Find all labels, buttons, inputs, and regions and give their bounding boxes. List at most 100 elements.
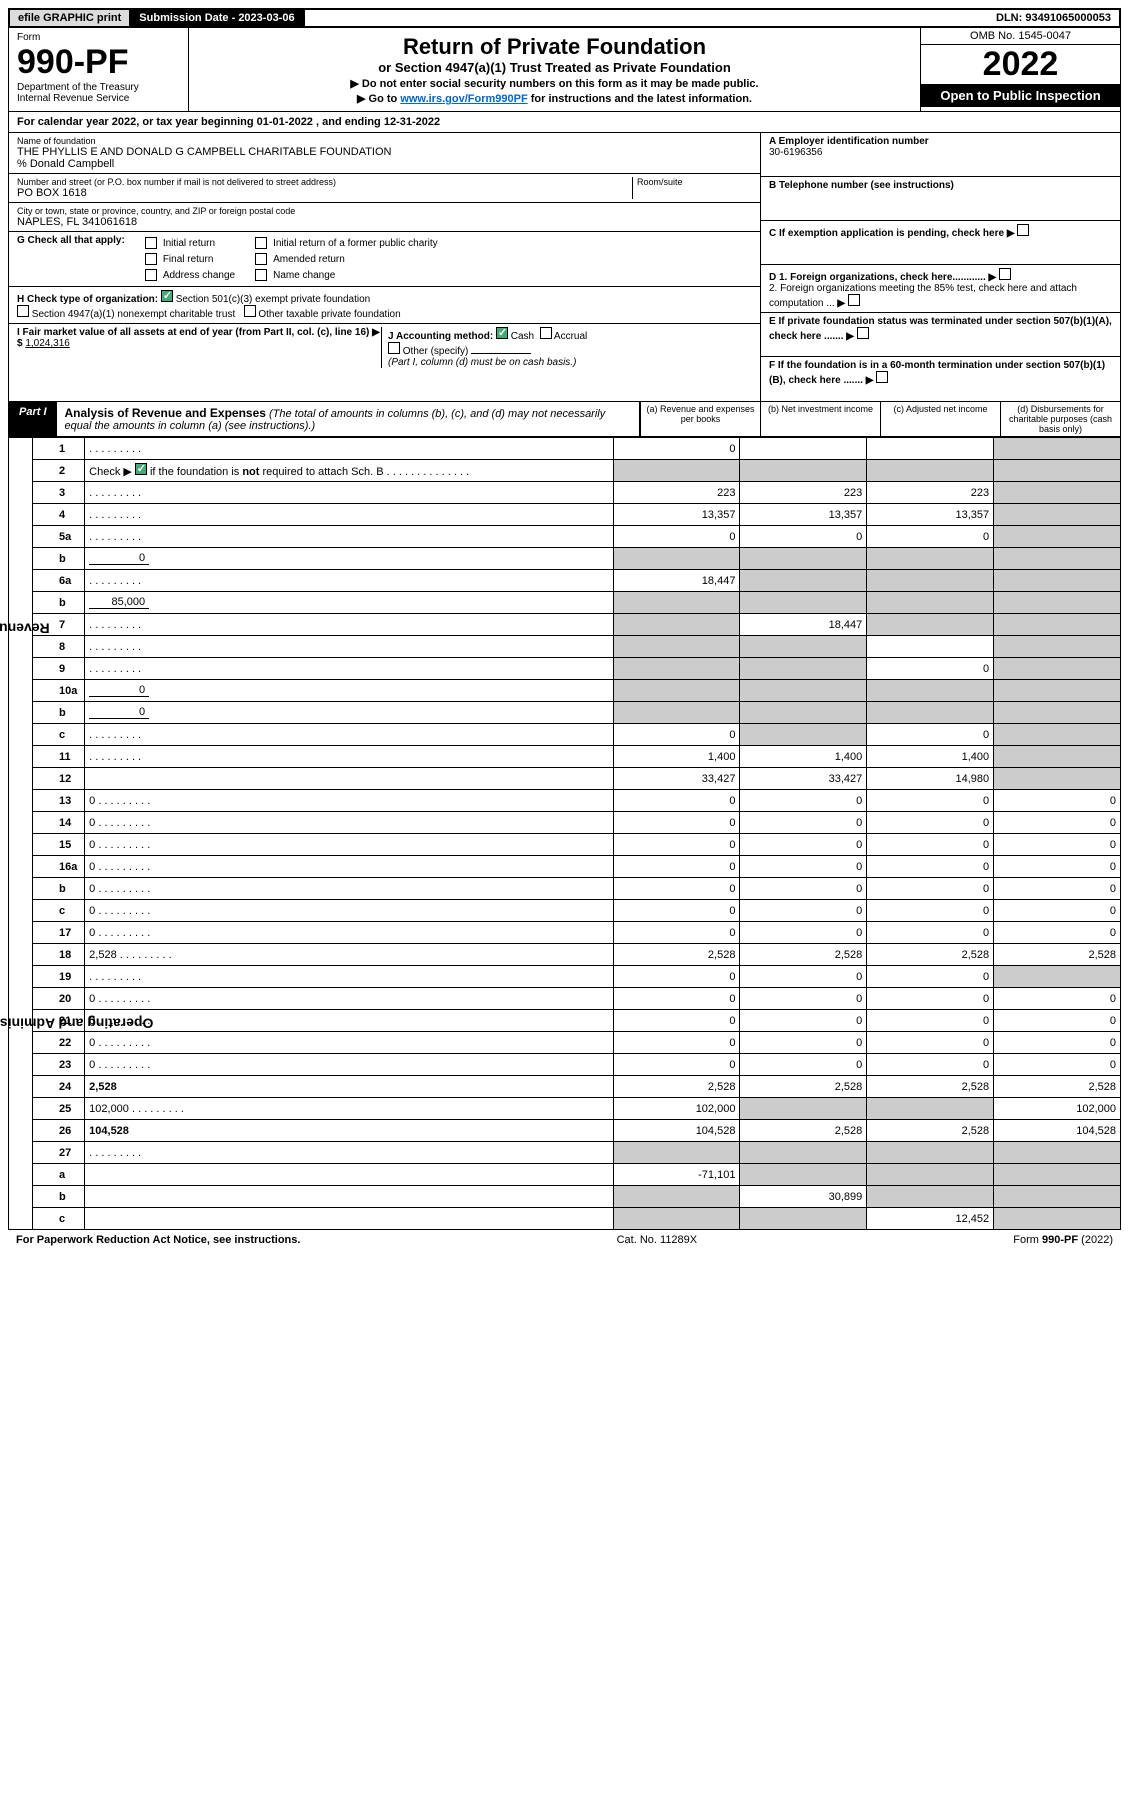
ein-value: 30-6196356 [769, 147, 1112, 158]
table-row: 27 . . . . . . . . . [33, 1142, 1121, 1164]
table-row: 10a 0 [33, 680, 1121, 702]
fmv-value: 1,024,316 [25, 338, 70, 349]
table-row: 16a0 . . . . . . . . .0000 [33, 856, 1121, 878]
addr: PO BOX 1618 [17, 187, 632, 199]
checkbox-other-taxable[interactable] [244, 305, 256, 317]
form-word: Form [17, 32, 180, 43]
irs-label: Internal Revenue Service [17, 93, 180, 104]
col-d: (d) Disbursements for charitable purpose… [1000, 402, 1120, 436]
table-row: 242,5282,5282,5282,5282,528 [33, 1076, 1121, 1098]
footer-left: For Paperwork Reduction Act Notice, see … [16, 1234, 300, 1246]
table-row: c0 . . . . . . . . .0000 [33, 900, 1121, 922]
table-row: b0 . . . . . . . . .0000 [33, 878, 1121, 900]
footer-right: Form 990-PF (2022) [1013, 1234, 1113, 1246]
table-row: 2Check ▶ if the foundation is not requir… [33, 460, 1121, 482]
city-label: City or town, state or province, country… [17, 206, 752, 216]
table-row: 140 . . . . . . . . .0000 [33, 812, 1121, 834]
calendar-year-row: For calendar year 2022, or tax year begi… [8, 112, 1121, 133]
omb-number: OMB No. 1545-0047 [921, 28, 1120, 45]
checkbox-namechange[interactable] [255, 269, 267, 281]
checkbox-D2[interactable] [848, 294, 860, 306]
table-row: 230 . . . . . . . . .0000 [33, 1054, 1121, 1076]
checkbox-amended[interactable] [255, 253, 267, 265]
table-row: 5a . . . . . . . . .000 [33, 526, 1121, 548]
tax-year: 2022 [921, 45, 1120, 84]
check-G: G Check all that apply: Initial return F… [9, 232, 760, 287]
checkbox-initial[interactable] [145, 237, 157, 249]
ssn-warning: ▶ Do not enter social security numbers o… [195, 77, 914, 90]
col-c: (c) Adjusted net income [880, 402, 1000, 436]
table-row: 3 . . . . . . . . .223223223 [33, 482, 1121, 504]
table-row: 170 . . . . . . . . .0000 [33, 922, 1121, 944]
efile-button[interactable]: efile GRAPHIC print [10, 10, 131, 26]
table-row: 4 . . . . . . . . .13,35713,35713,357 [33, 504, 1121, 526]
table-row: 19 . . . . . . . . .000 [33, 966, 1121, 988]
irs-link[interactable]: www.irs.gov/Form990PF [400, 93, 527, 105]
D2-label: 2. Foreign organizations meeting the 85%… [769, 283, 1077, 309]
footer-mid: Cat. No. 11289X [617, 1234, 698, 1246]
name-label: Name of foundation [17, 136, 752, 146]
table-row: 1 . . . . . . . . .0 [33, 438, 1121, 460]
D1-label: D 1. Foreign organizations, check here..… [769, 272, 986, 283]
table-row: c12,452 [33, 1208, 1121, 1230]
checkbox-501c3[interactable] [161, 290, 173, 302]
table-row: 6a . . . . . . . . .18,447 [33, 570, 1121, 592]
ein-label: A Employer identification number [769, 136, 1112, 147]
table-row: 25102,000 . . . . . . . . .102,000102,00… [33, 1098, 1121, 1120]
goto-line: ▶ Go to www.irs.gov/Form990PF for instru… [195, 92, 914, 105]
submission-date: Submission Date - 2023-03-06 [131, 10, 304, 26]
table-row: 11 . . . . . . . . .1,4001,4001,400 [33, 746, 1121, 768]
info-grid: Name of foundation THE PHYLLIS E AND DON… [8, 133, 1121, 402]
form-subtitle: or Section 4947(a)(1) Trust Treated as P… [195, 60, 914, 75]
side-revenue: Revenue Operating and Administrative Exp… [8, 437, 32, 1230]
topbar: efile GRAPHIC print Submission Date - 20… [8, 8, 1121, 28]
checkbox-initial-public[interactable] [255, 237, 267, 249]
check-H: H Check type of organization: Section 50… [9, 287, 760, 324]
checkbox-address[interactable] [145, 269, 157, 281]
table-row: 182,528 . . . . . . . . .2,5282,5282,528… [33, 944, 1121, 966]
phone-label: B Telephone number (see instructions) [769, 180, 1112, 191]
part1-header: Part I Analysis of Revenue and Expenses … [8, 402, 1121, 437]
dln: DLN: 93491065000053 [988, 10, 1119, 26]
col-a: (a) Revenue and expenses per books [640, 402, 760, 436]
table-row: 1233,42733,42714,980 [33, 768, 1121, 790]
col-b: (b) Net investment income [760, 402, 880, 436]
checkbox-D1[interactable] [999, 268, 1011, 280]
checkbox-4947[interactable] [17, 305, 29, 317]
form-title: Return of Private Foundation [195, 34, 914, 60]
table-row: b 0 [33, 548, 1121, 570]
checkbox-F[interactable] [876, 371, 888, 383]
table-row: 130 . . . . . . . . .0000 [33, 790, 1121, 812]
C-label: C If exemption application is pending, c… [769, 228, 1004, 239]
table-row: 9 . . . . . . . . .0 [33, 658, 1121, 680]
checkbox-other-method[interactable] [388, 342, 400, 354]
open-inspection: Open to Public Inspection [921, 84, 1120, 107]
checkbox-accrual[interactable] [540, 327, 552, 339]
foundation-name: THE PHYLLIS E AND DONALD G CAMPBELL CHAR… [17, 146, 752, 158]
checkbox-C[interactable] [1017, 224, 1029, 236]
table-row: 150 . . . . . . . . .0000 [33, 834, 1121, 856]
dept-label: Department of the Treasury [17, 82, 180, 93]
table-row: b30,899 [33, 1186, 1121, 1208]
F-label: F If the foundation is in a 60-month ter… [769, 360, 1105, 386]
table-row: 26104,528104,5282,5282,528104,528 [33, 1120, 1121, 1142]
table-row: a-71,101 [33, 1164, 1121, 1186]
table-row: c . . . . . . . . .00 [33, 724, 1121, 746]
table-row: 200 . . . . . . . . .0000 [33, 988, 1121, 1010]
part1-table: 1 . . . . . . . . .02Check ▶ if the foun… [32, 437, 1121, 1230]
checkbox-E[interactable] [857, 327, 869, 339]
checkbox-cash[interactable] [496, 327, 508, 339]
room-label: Room/suite [637, 177, 752, 187]
row-I-J: I Fair market value of all assets at end… [9, 324, 760, 371]
part1-label: Part I [9, 402, 57, 436]
checkbox-final[interactable] [145, 253, 157, 265]
form-number: 990-PF [17, 43, 180, 82]
footer: For Paperwork Reduction Act Notice, see … [8, 1230, 1121, 1250]
part1-title: Analysis of Revenue and Expenses [65, 406, 266, 420]
city: NAPLES, FL 341061618 [17, 216, 752, 228]
table-row: b 85,000 [33, 592, 1121, 614]
addr-label: Number and street (or P.O. box number if… [17, 177, 632, 187]
E-label: E If private foundation status was termi… [769, 316, 1112, 342]
care-of: % Donald Campbell [17, 158, 752, 170]
table-row: b 0 [33, 702, 1121, 724]
